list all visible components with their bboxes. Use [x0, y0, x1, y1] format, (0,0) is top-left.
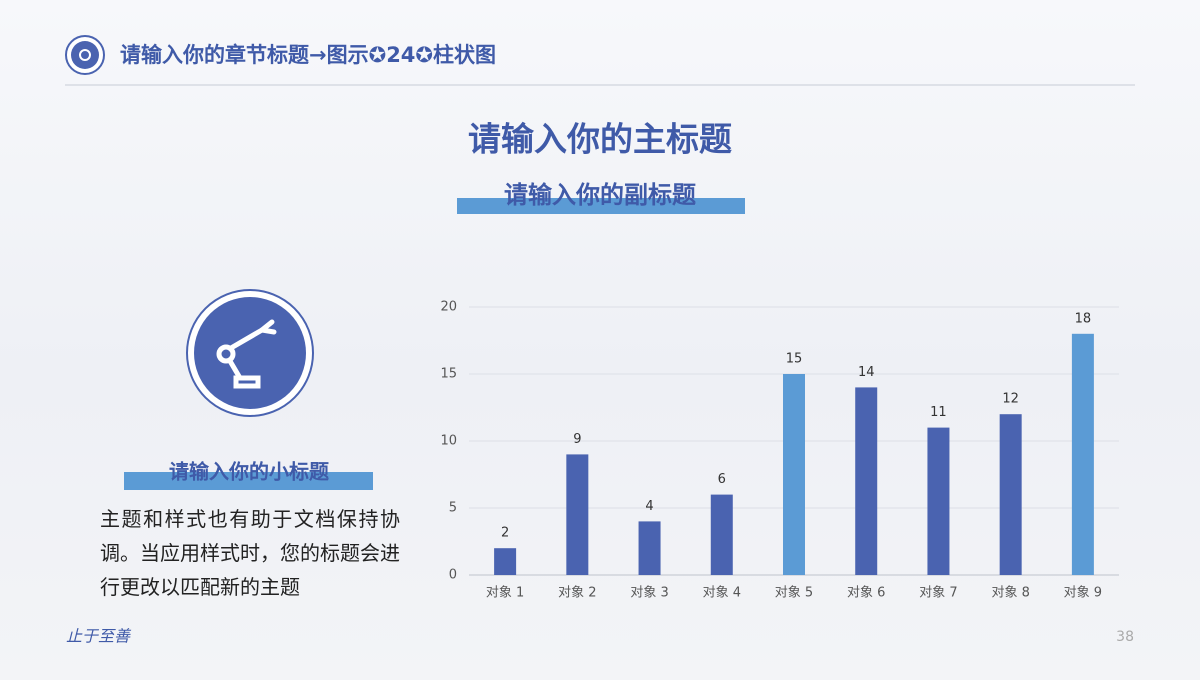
- y-tick-label: 10: [440, 434, 457, 449]
- side-title: 请输入你的小标题: [169, 460, 330, 484]
- data-label: 4: [645, 499, 653, 514]
- bar: [710, 494, 733, 575]
- bar: [566, 454, 589, 575]
- subtitle: 请输入你的副标题: [504, 181, 696, 209]
- y-tick-label: 0: [449, 568, 457, 583]
- y-tick-label: 20: [440, 300, 457, 315]
- side-icon: [194, 297, 306, 409]
- page-number: 38: [1116, 629, 1134, 645]
- x-tick-label: 对象 6: [847, 586, 885, 601]
- main-title: 请输入你的主标题: [468, 120, 732, 159]
- data-label: 12: [1002, 392, 1019, 407]
- footer-motto: 止于至善: [66, 627, 132, 646]
- bar: [494, 548, 517, 575]
- x-tick-label: 对象 9: [1064, 586, 1102, 601]
- data-label: 9: [573, 432, 581, 447]
- side-title-bar: [124, 472, 373, 490]
- bar: [927, 427, 950, 575]
- subtitle-bar: [457, 198, 745, 214]
- data-label: 11: [930, 405, 947, 420]
- bar: [999, 414, 1022, 575]
- x-tick-label: 对象 5: [775, 586, 813, 601]
- bar: [1071, 333, 1094, 575]
- header-icon-core: [71, 41, 99, 69]
- x-tick-label: 对象 1: [486, 586, 524, 601]
- x-tick-label: 对象 2: [558, 586, 596, 601]
- robot-arm: [216, 319, 277, 389]
- bar: [855, 387, 878, 575]
- data-label: 6: [718, 472, 726, 487]
- x-tick-label: 对象 3: [630, 586, 668, 601]
- data-label: 14: [858, 365, 875, 380]
- bar: [638, 521, 661, 575]
- data-label: 18: [1075, 311, 1092, 326]
- bar: [783, 374, 805, 575]
- x-tick-label: 对象 7: [919, 586, 957, 601]
- data-label: 15: [786, 352, 803, 367]
- header-icon-gear: [79, 49, 91, 61]
- header-title: 请输入你的章节标题→图示✪24✪柱状图: [120, 43, 496, 67]
- y-tick-label: 15: [440, 367, 457, 382]
- x-tick-label: 对象 4: [703, 586, 741, 601]
- side-text: 主题和样式也有助于文档保持协调。当应用样式时，您的标题会进行更改以匹配新的主题: [100, 507, 400, 599]
- y-tick-label: 5: [449, 501, 457, 516]
- data-label: 2: [501, 526, 509, 541]
- x-tick-label: 对象 8: [991, 586, 1029, 601]
